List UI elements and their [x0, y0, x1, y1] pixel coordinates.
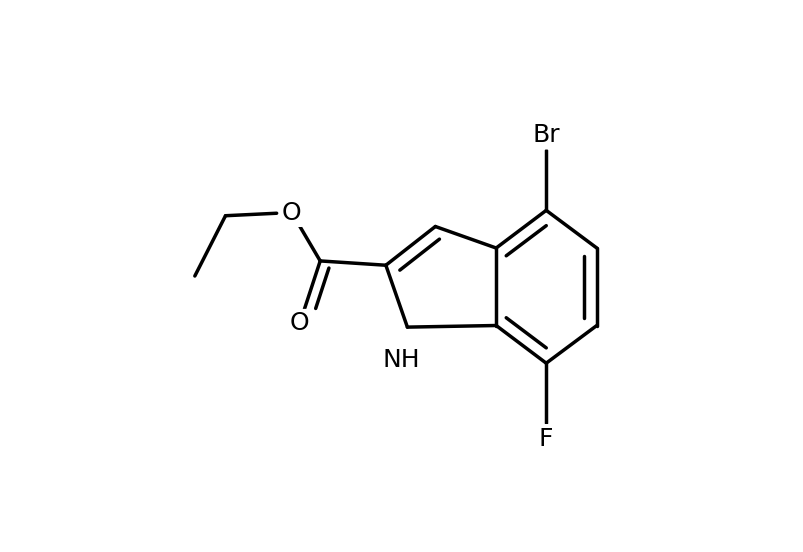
Text: O: O — [282, 200, 301, 225]
Text: Br: Br — [532, 123, 560, 147]
Text: NH: NH — [381, 348, 419, 371]
Text: O: O — [290, 311, 309, 336]
Text: F: F — [538, 427, 552, 450]
